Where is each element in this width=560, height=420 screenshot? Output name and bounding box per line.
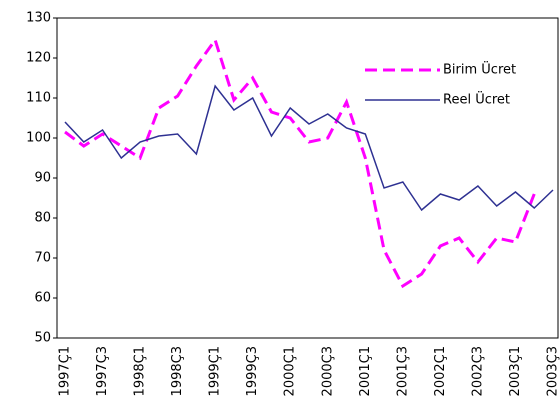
legend-label: Birim Ücret xyxy=(443,61,516,78)
y-tick-label: 60 xyxy=(34,291,51,306)
x-tick-label: 2003Ç3 xyxy=(546,346,560,396)
y-tick-label: 50 xyxy=(34,331,51,346)
x-tick-label: 2003Ç1 xyxy=(508,346,523,396)
y-tick-label: 90 xyxy=(34,171,51,186)
x-tick-label: 1998Ç1 xyxy=(133,346,148,396)
x-tick-label: 2001Ç1 xyxy=(358,346,373,396)
x-tick-label: 1999Ç1 xyxy=(208,346,223,396)
y-tick-label: 110 xyxy=(26,91,51,106)
y-tick-label: 100 xyxy=(26,131,51,146)
y-tick-label: 70 xyxy=(34,251,51,266)
y-tick-label: 120 xyxy=(26,51,51,66)
x-tick-label: 2001Ç3 xyxy=(395,346,410,396)
x-tick-label: 1997Ç1 xyxy=(58,346,73,396)
x-tick-label: 2000Ç3 xyxy=(320,346,335,396)
y-tick-label: 130 xyxy=(26,11,51,26)
legend-label: Reel Ücret xyxy=(443,91,510,108)
x-tick-label: 2002Ç1 xyxy=(433,346,448,396)
x-tick-label: 1998Ç3 xyxy=(170,346,185,396)
y-tick-label: 80 xyxy=(34,211,51,226)
x-tick-label: 2002Ç3 xyxy=(470,346,485,396)
x-tick-label: 1997Ç3 xyxy=(95,346,110,396)
x-tick-label: 1999Ç3 xyxy=(245,346,260,396)
x-tick-label: 2000Ç1 xyxy=(283,346,298,396)
